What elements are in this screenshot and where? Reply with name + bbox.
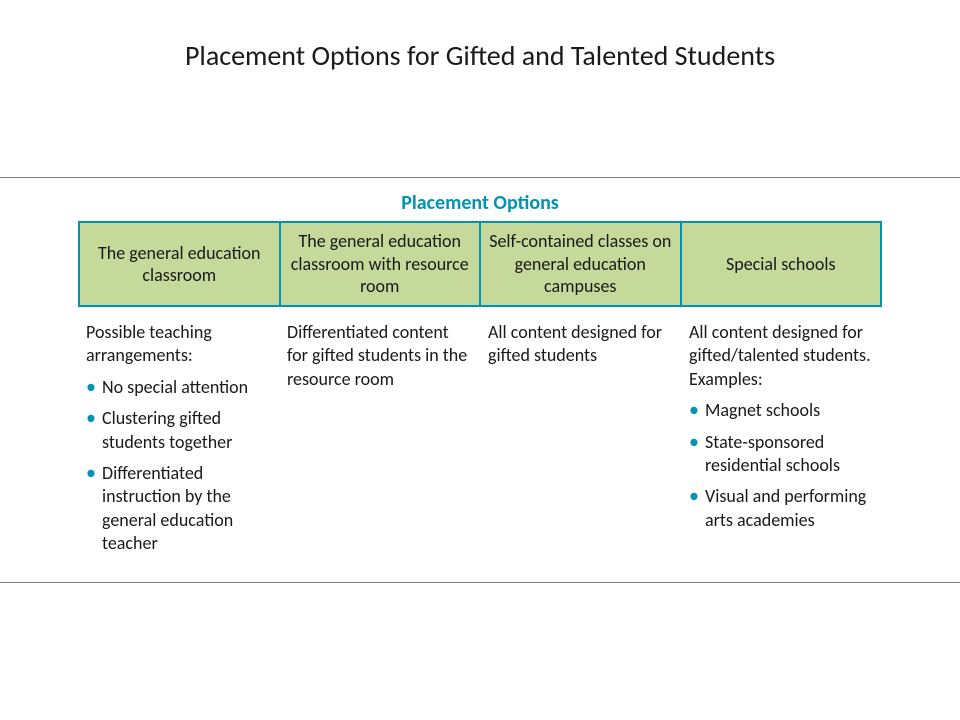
option-header-1: The general education classroom	[78, 221, 281, 307]
bullet-item: Clustering gifted students together	[86, 407, 269, 454]
rule-bottom	[0, 582, 960, 583]
section-heading: Placement Options	[78, 191, 882, 215]
option-intro: All content designed for gifted students	[488, 321, 671, 368]
option-desc-4: All content designed for gifted/talented…	[681, 317, 882, 560]
option-intro: Differentiated content for gifted studen…	[287, 321, 470, 391]
bullet-item: Visual and performing arts academies	[689, 485, 872, 532]
option-intro: Possible teaching arrangements:	[86, 321, 269, 368]
bullet-item: Differentiated instruction by the genera…	[86, 462, 269, 556]
option-header-row: The general education classroom The gene…	[78, 221, 882, 307]
option-desc-2: Differentiated content for gifted studen…	[279, 317, 480, 560]
placement-table: Placement Options The general education …	[78, 191, 882, 560]
option-intro: All content designed for gifted/talented…	[689, 321, 872, 391]
bullet-item: State-sponsored residential schools	[689, 431, 872, 478]
bullet-item: Magnet schools	[689, 399, 872, 422]
option-desc-row: Possible teaching arrangements: No speci…	[78, 317, 882, 560]
option-bullets-4: Magnet schools State-sponsored residenti…	[689, 399, 872, 532]
page-title: Placement Options for Gifted and Talente…	[0, 38, 960, 73]
option-header-2: The general education classroom with res…	[281, 221, 482, 307]
option-header-4: Special schools	[682, 221, 883, 307]
option-header-3: Self-contained classes on general educat…	[481, 221, 682, 307]
option-desc-3: All content designed for gifted students	[480, 317, 681, 560]
bullet-item: No special attention	[86, 376, 269, 399]
rule-top	[0, 177, 960, 178]
option-bullets-1: No special attention Clustering gifted s…	[86, 376, 269, 556]
option-desc-1: Possible teaching arrangements: No speci…	[78, 317, 279, 560]
